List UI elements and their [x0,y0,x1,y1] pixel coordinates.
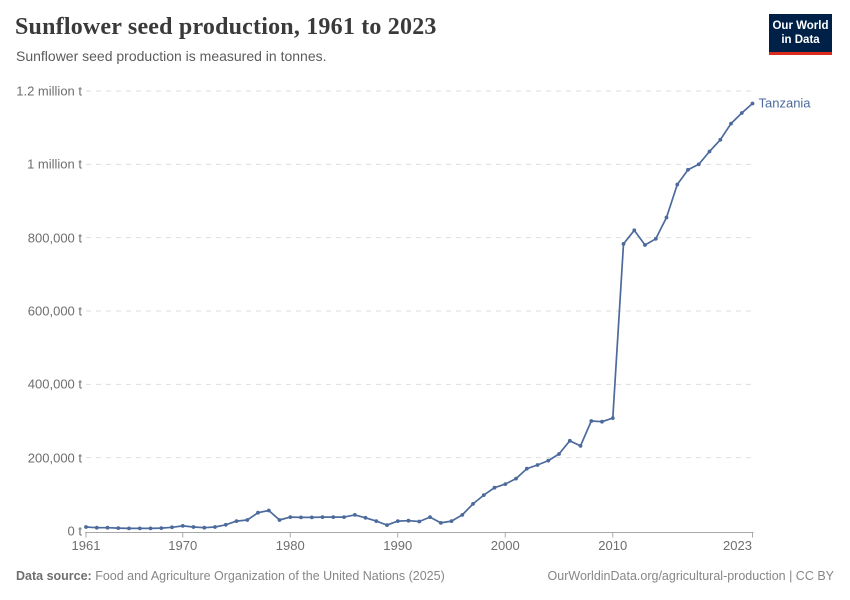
data-point[interactable] [105,525,110,530]
data-point[interactable] [137,526,142,531]
x-axis-tick-label: 1961 [71,538,101,553]
page-title: Sunflower seed production, 1961 to 2023 [15,14,437,40]
data-point[interactable] [213,525,217,529]
data-point[interactable] [116,526,121,530]
data-point[interactable] [524,466,529,471]
x-axis-tick-label: 1980 [275,538,305,553]
data-point[interactable] [84,525,88,529]
series-line[interactable] [85,102,754,530]
y-axis-tick-label: 0 t [67,523,82,539]
y-axis-tick-label: 800,000 t [27,230,82,246]
data-point[interactable] [406,518,411,523]
data-point[interactable] [643,243,647,247]
data-point[interactable] [320,515,325,519]
data-point[interactable] [245,518,250,522]
data-point[interactable] [234,519,239,523]
data-point[interactable] [750,101,755,106]
attribution-link[interactable]: OurWorldinData.org/agricultural-producti… [547,569,834,583]
y-axis-tick-label: 400,000 t [27,376,82,392]
data-point[interactable] [191,525,196,529]
data-point[interactable] [718,137,723,142]
y-axis-tick-label: 200,000 t [27,450,82,466]
data-point[interactable] [664,215,669,220]
data-point[interactable] [567,438,572,443]
owid-logo-line1: Our World [772,20,829,32]
data-point[interactable] [546,458,551,463]
data-point[interactable] [600,419,604,424]
data-point[interactable] [363,515,368,520]
data-point[interactable] [492,485,497,490]
data-point[interactable] [428,515,432,519]
data-point[interactable] [342,515,346,519]
data-source-note: Data source: Food and Agriculture Organi… [16,569,445,583]
data-source-label: Data source: [16,569,92,583]
data-point[interactable] [159,526,164,530]
x-axis-tick-label: 1970 [168,538,198,553]
x-axis-tick-label: 2000 [490,538,520,553]
data-point[interactable] [578,444,583,448]
x-axis-tick-label: 2010 [598,538,628,553]
data-point[interactable] [535,463,540,467]
data-point[interactable] [675,182,680,187]
data-point[interactable] [632,228,637,233]
data-point[interactable] [729,121,733,126]
data-point[interactable] [299,515,303,520]
data-point[interactable] [449,519,454,523]
y-axis-tick-label: 600,000 t [27,303,82,319]
y-axis-tick-label: 1 million t [27,156,82,172]
data-point[interactable] [202,525,207,530]
data-point[interactable] [385,523,389,527]
data-point[interactable] [621,242,626,246]
data-point[interactable] [352,513,357,517]
data-point[interactable] [739,111,744,115]
y-axis-tick-label: 1.2 million t [16,83,82,99]
data-point[interactable] [395,519,400,523]
x-axis-tick-label: 2023 [723,538,752,553]
data-point[interactable] [514,476,518,481]
data-point[interactable] [256,510,260,515]
data-point[interactable] [471,502,475,506]
data-point[interactable] [170,525,174,530]
series-end-label[interactable]: Tanzania [758,95,811,111]
data-point[interactable] [309,515,314,520]
data-point[interactable] [374,519,379,523]
data-point[interactable] [94,525,99,530]
data-point[interactable] [277,518,282,522]
data-point[interactable] [653,236,658,241]
data-point[interactable] [460,513,465,517]
data-point[interactable] [610,416,615,420]
data-point[interactable] [180,524,185,528]
x-axis-tick-label: 1990 [383,538,413,553]
data-point[interactable] [696,162,701,167]
data-point[interactable] [589,419,594,423]
owid-logo[interactable]: Our World in Data [769,14,832,55]
chart-subtitle: Sunflower seed production is measured in… [16,48,327,64]
data-point[interactable] [438,521,443,525]
data-source-text: Food and Agriculture Organization of the… [95,569,445,583]
data-point[interactable] [686,167,690,172]
owid-logo-line2: in Data [781,34,820,47]
data-point[interactable] [481,493,486,497]
data-point[interactable] [127,526,131,531]
data-point[interactable] [148,526,153,531]
data-point[interactable] [331,515,336,519]
data-point[interactable] [503,482,508,486]
data-point[interactable] [288,515,293,519]
data-point[interactable] [557,452,561,456]
data-point[interactable] [223,522,228,527]
data-point[interactable] [417,519,422,524]
data-point[interactable] [266,508,271,513]
data-point[interactable] [707,149,712,154]
